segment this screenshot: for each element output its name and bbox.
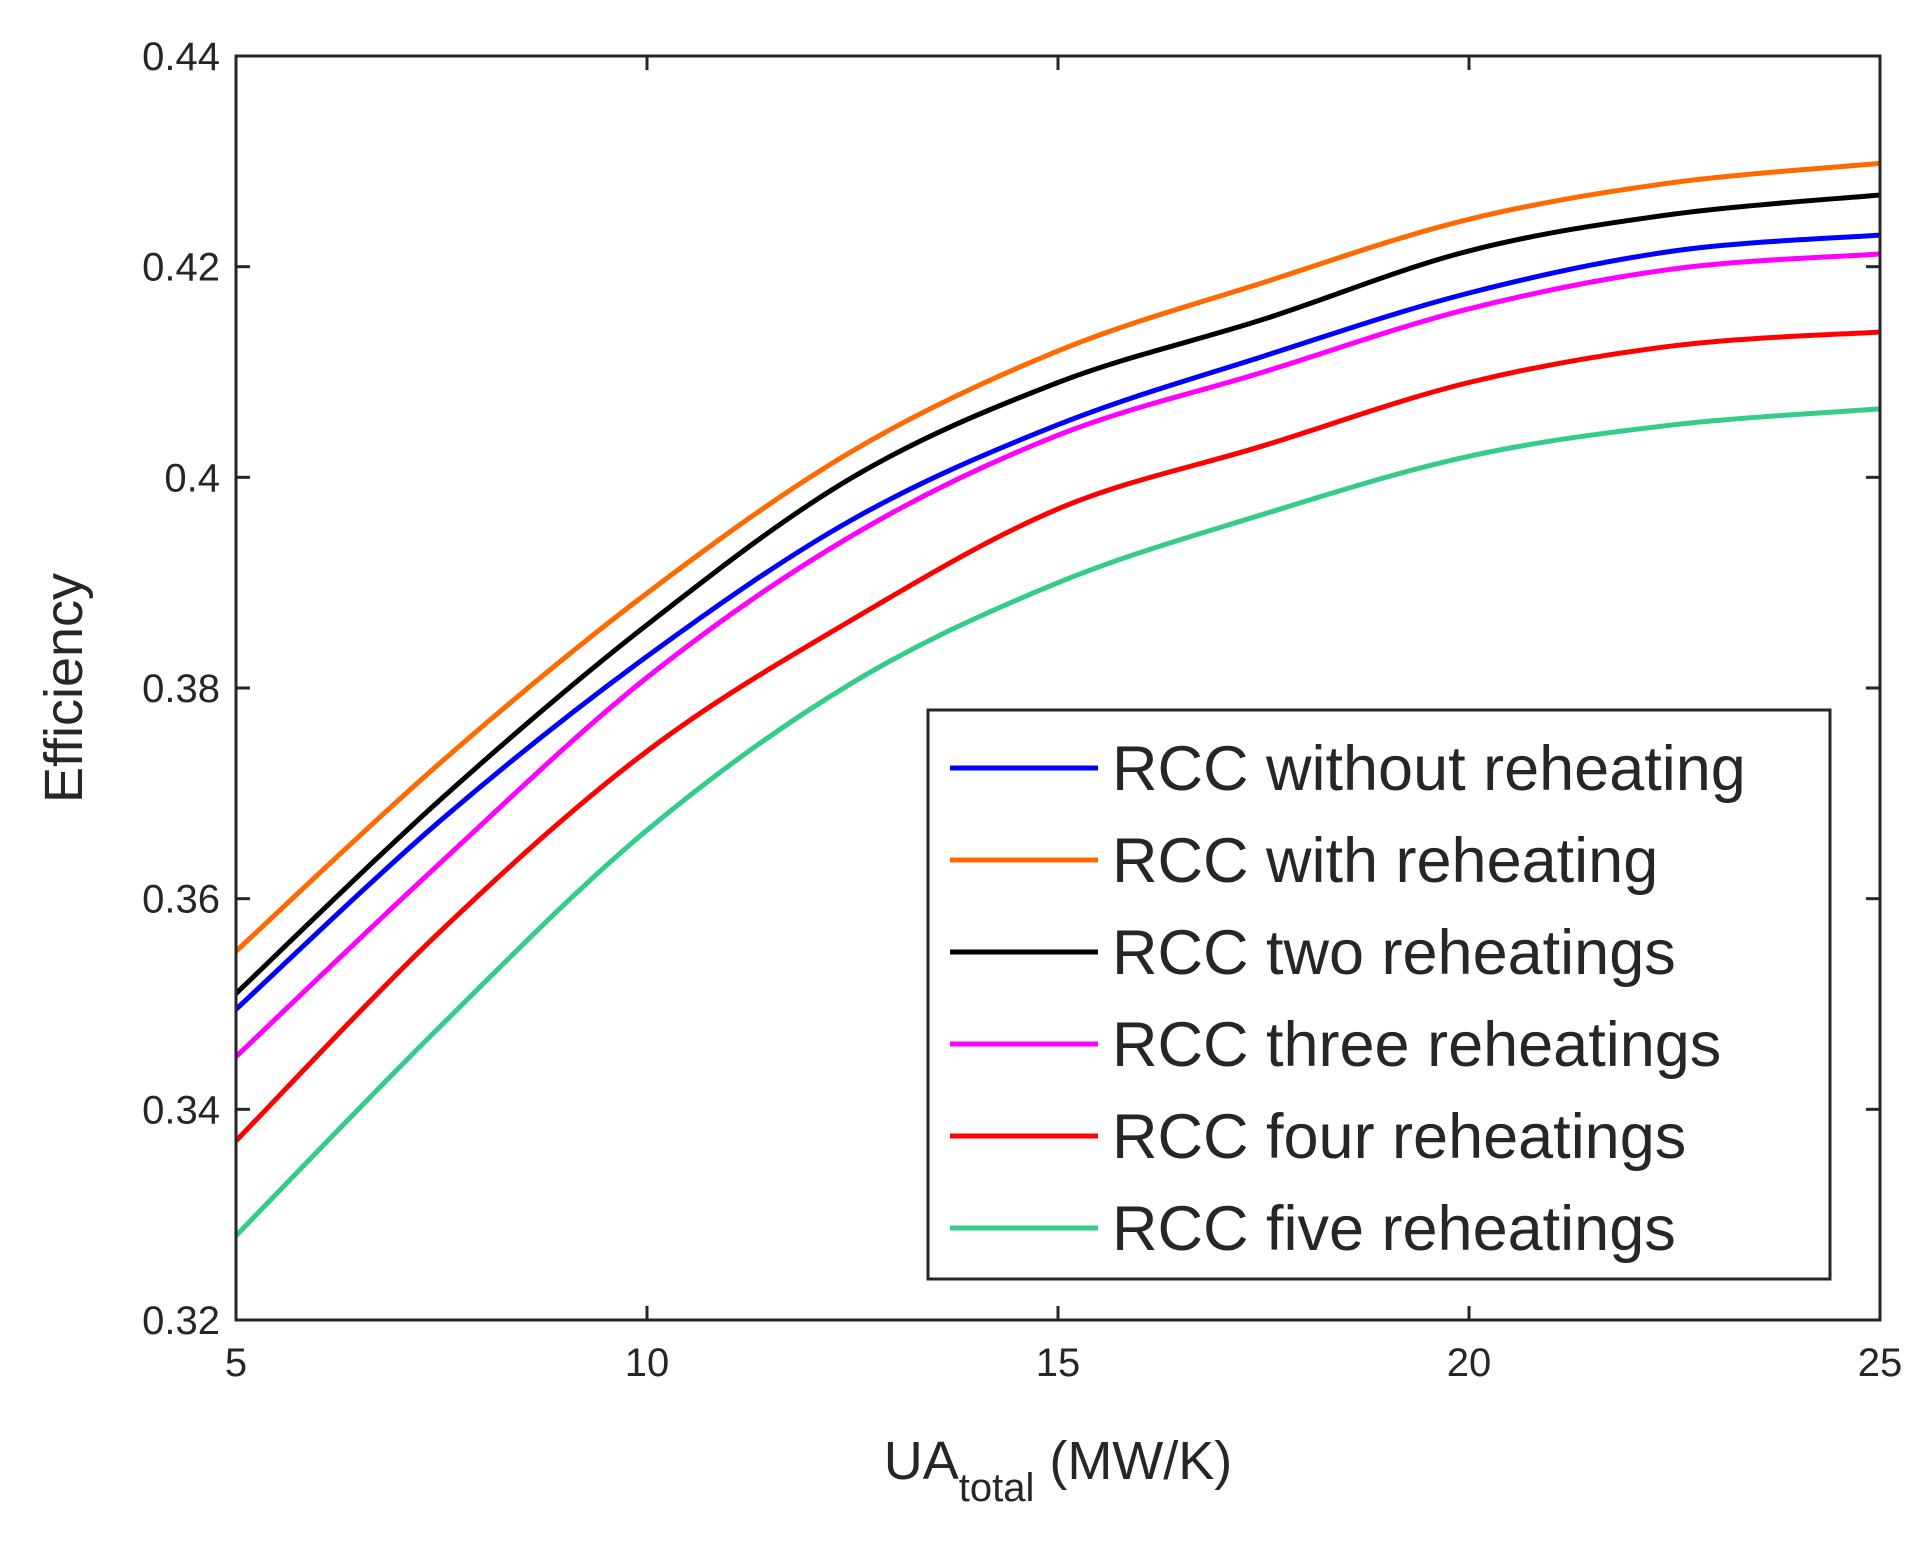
x-axis-title-subscript: total xyxy=(959,1466,1035,1510)
series-line-4 xyxy=(234,251,1881,1059)
legend-label-2: RCC with reheating xyxy=(1112,826,1658,896)
series-line-2 xyxy=(234,160,1881,954)
legend-label-5: RCC four reheatings xyxy=(1112,1102,1686,1172)
x-axis-title: UAtotal (MW/K) xyxy=(884,1431,1233,1510)
series-group xyxy=(234,160,1881,1238)
x-axis-title-main: UA xyxy=(884,1431,959,1491)
plot-frame xyxy=(234,54,1882,1322)
axes-group: 5 10 15 20 25 0.32 0.34 0.36 0.38 0.4 0.42 0.44 xyxy=(142,35,1902,1385)
y-tick-label: 0.4 xyxy=(164,456,220,500)
legend-label-1: RCC without reheating xyxy=(1112,734,1746,804)
legend-label-4: RCC three reheatings xyxy=(1112,1010,1721,1080)
legend-label-3: RCC two reheatings xyxy=(1112,918,1676,988)
y-tick-label: 0.42 xyxy=(142,246,220,290)
series-line-5 xyxy=(234,329,1881,1143)
x-tick-label: 25 xyxy=(1858,1341,1903,1385)
y-tick-label: 0.36 xyxy=(142,878,220,922)
y-tick-label: 0.34 xyxy=(142,1088,220,1132)
y-tick-label: 0.32 xyxy=(142,1299,220,1343)
legend-box xyxy=(926,708,1832,1281)
series-line-3 xyxy=(234,192,1881,996)
legend-label-6: RCC five reheatings xyxy=(1112,1194,1676,1264)
x-axis-title-units: (MW/K) xyxy=(1034,1431,1232,1491)
x-tick-label: 10 xyxy=(625,1341,670,1385)
y-tick-label: 0.38 xyxy=(142,667,220,711)
x-tick-label: 5 xyxy=(225,1341,247,1385)
y-tick-label: 0.44 xyxy=(142,35,220,79)
series-line-1 xyxy=(234,232,1881,1012)
legend: RCC without reheating RCC with reheating R… xyxy=(926,708,1832,1281)
series-line-6 xyxy=(234,406,1881,1238)
y-axis-title: Efficiency xyxy=(34,573,94,803)
x-tick-label: 15 xyxy=(1036,1341,1081,1385)
x-tick-label: 20 xyxy=(1447,1341,1492,1385)
